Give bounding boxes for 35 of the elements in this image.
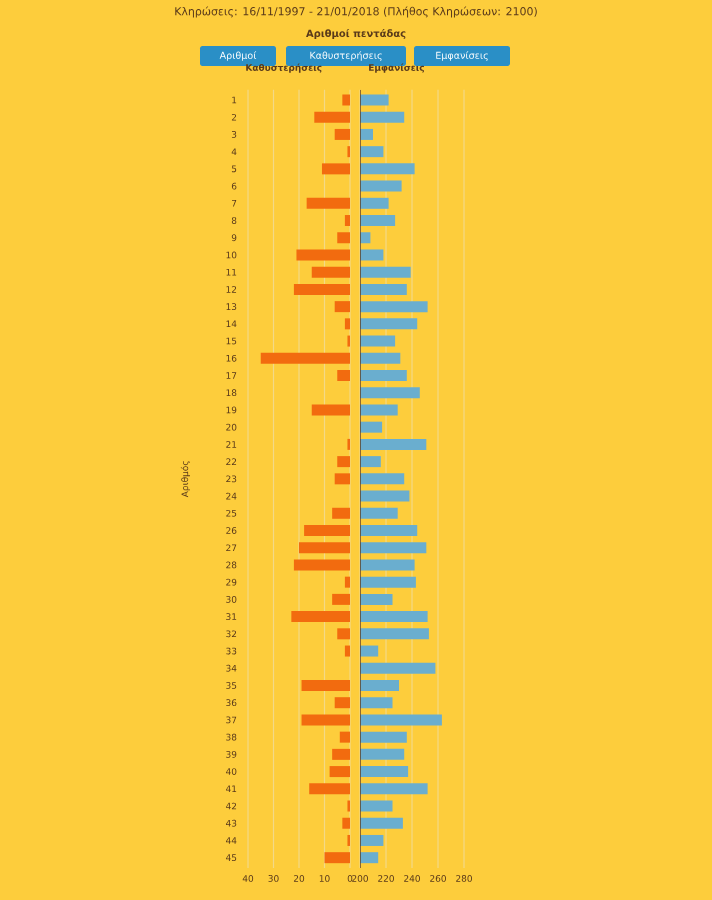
bar <box>332 593 350 605</box>
bar <box>309 783 350 795</box>
bar <box>260 352 350 364</box>
bar <box>311 404 350 416</box>
bar <box>334 301 350 313</box>
bar <box>339 731 350 743</box>
bar <box>344 576 350 588</box>
bar <box>342 94 350 106</box>
bar <box>342 817 350 829</box>
bar <box>344 215 350 227</box>
bar <box>321 163 350 175</box>
bar <box>344 645 350 657</box>
bar <box>337 456 350 468</box>
bar <box>299 542 350 554</box>
bar <box>304 524 350 536</box>
bar <box>293 283 350 295</box>
bar <box>311 266 350 278</box>
bar <box>306 197 350 209</box>
bar <box>301 679 350 691</box>
bar <box>334 128 350 140</box>
bar <box>337 628 350 640</box>
bar <box>337 370 350 382</box>
bar <box>301 714 350 726</box>
bar <box>332 507 350 519</box>
bar <box>334 473 350 485</box>
bar <box>324 852 350 864</box>
bar <box>332 748 350 760</box>
bar <box>293 559 350 571</box>
bar <box>344 318 350 330</box>
bar <box>337 232 350 244</box>
bar <box>334 697 350 709</box>
bar <box>296 249 350 261</box>
bar <box>329 766 350 778</box>
bar <box>291 611 350 623</box>
bar <box>314 111 350 123</box>
